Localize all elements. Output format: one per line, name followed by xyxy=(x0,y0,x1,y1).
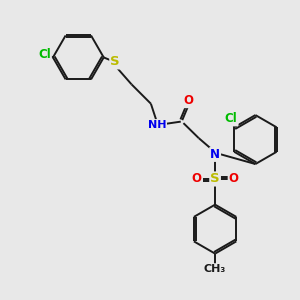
Text: NH: NH xyxy=(148,120,166,130)
Text: O: O xyxy=(229,172,238,185)
Text: S: S xyxy=(110,56,120,68)
Text: N: N xyxy=(210,148,220,161)
Text: S: S xyxy=(210,172,220,185)
Text: Cl: Cl xyxy=(38,48,51,61)
Text: Cl: Cl xyxy=(225,112,238,125)
Text: O: O xyxy=(184,94,194,107)
Text: CH₃: CH₃ xyxy=(204,264,226,274)
Text: O: O xyxy=(192,172,202,185)
